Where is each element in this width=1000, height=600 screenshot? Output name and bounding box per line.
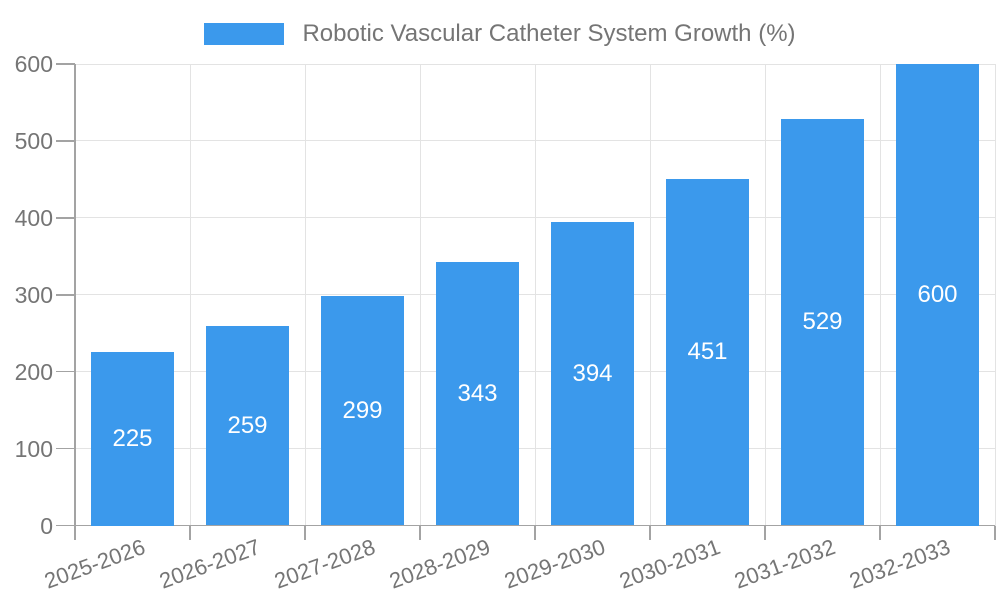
legend-label: Robotic Vascular Catheter System Growth …: [302, 20, 796, 47]
v-gridline: [764, 64, 766, 526]
v-gridline: [534, 64, 536, 526]
x-axis-category-label: 2030-2031: [616, 533, 724, 594]
v-gridline: [304, 64, 306, 526]
bar[interactable]: 343: [436, 261, 519, 526]
y-axis-tick: [56, 447, 75, 450]
x-axis-category-label: 2028-2029: [386, 533, 494, 594]
bar[interactable]: 600: [896, 64, 979, 526]
bar-value-label: 343: [457, 379, 498, 407]
bar[interactable]: 394: [551, 222, 634, 526]
x-axis-tick: [994, 525, 996, 540]
x-axis-tick: [304, 525, 306, 540]
bar-value-label: 299: [342, 396, 383, 424]
x-axis-tick: [649, 525, 651, 540]
x-axis-tick: [74, 525, 76, 540]
y-axis-tick: [56, 294, 75, 296]
x-axis-tick: [534, 525, 536, 540]
y-axis-tick-label: 400: [14, 204, 53, 231]
x-axis-line: [75, 524, 995, 527]
bar-value-label: 225: [112, 424, 153, 452]
y-axis-tick: [56, 370, 75, 373]
x-axis-tick: [419, 525, 421, 540]
x-axis-category-label: 2027-2028: [271, 533, 379, 594]
bar[interactable]: 225: [91, 352, 174, 526]
bar[interactable]: 259: [206, 326, 289, 526]
y-axis-tick-label: 300: [14, 281, 53, 308]
bar-value-label: 600: [917, 280, 958, 308]
x-axis-category-label: 2032-2033: [846, 533, 954, 594]
x-axis-category-label: 2026-2027: [156, 533, 264, 594]
x-axis-tick: [879, 525, 881, 540]
v-gridline: [419, 64, 421, 526]
y-axis-tick-label: 100: [14, 435, 53, 462]
y-axis-tick: [56, 217, 75, 219]
y-axis-line: [74, 64, 76, 526]
x-axis-category-label: 2031-2032: [731, 533, 839, 594]
v-gridline: [879, 64, 881, 526]
bar[interactable]: 299: [321, 295, 404, 526]
x-axis-category-label: 2025-2026: [41, 533, 149, 594]
y-axis-tick: [56, 524, 75, 527]
bar-value-label: 394: [572, 359, 613, 387]
y-axis-tick-label: 200: [14, 358, 53, 385]
v-gridline: [649, 64, 651, 526]
bar[interactable]: 451: [666, 178, 749, 526]
legend[interactable]: Robotic Vascular Catheter System Growth …: [0, 20, 1000, 48]
y-axis-tick: [56, 140, 75, 142]
y-axis-tick: [56, 63, 75, 65]
x-axis-category-label: 2029-2030: [501, 533, 609, 594]
x-axis-tick: [189, 525, 191, 540]
bar-value-label: 259: [227, 411, 268, 439]
bar-value-label: 451: [687, 338, 728, 366]
x-axis-tick: [764, 525, 766, 540]
y-axis-tick-label: 600: [14, 51, 53, 77]
y-axis-tick-label: 0: [40, 512, 53, 539]
v-gridline: [994, 64, 996, 526]
bar[interactable]: 529: [781, 118, 864, 526]
y-axis-tick-label: 500: [14, 127, 53, 154]
v-gridline: [189, 64, 191, 526]
bar-value-label: 529: [802, 308, 843, 336]
legend-swatch: [204, 23, 285, 45]
